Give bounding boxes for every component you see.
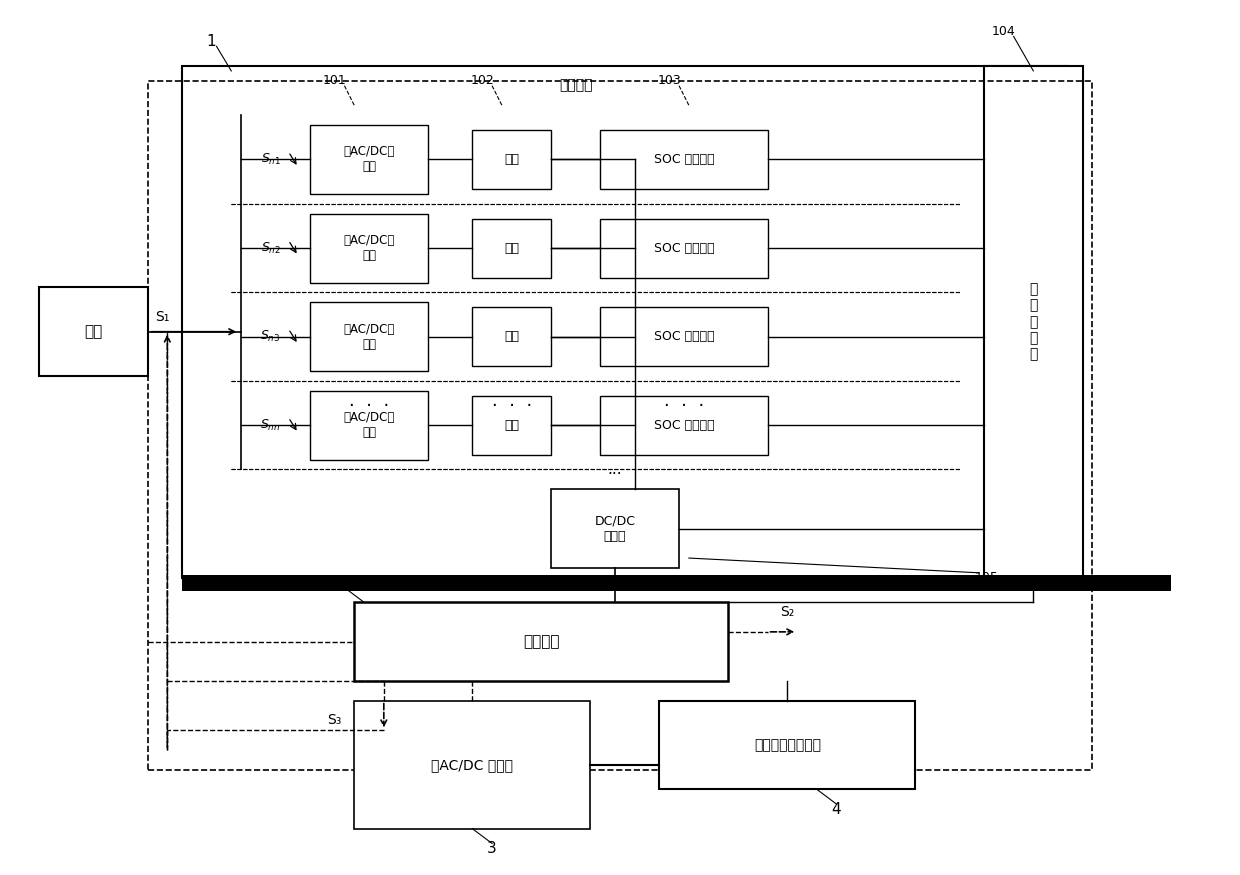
Bar — [40, 287, 148, 376]
Text: 105: 105 — [975, 571, 998, 584]
Bar — [310, 125, 428, 194]
Text: $S_{n1}$: $S_{n1}$ — [260, 152, 280, 167]
Text: 电池: 电池 — [505, 153, 520, 166]
Text: 103: 103 — [657, 74, 681, 88]
Text: 主控制器: 主控制器 — [523, 634, 559, 649]
Text: S₂: S₂ — [780, 606, 795, 620]
Text: 2: 2 — [330, 575, 340, 590]
Bar — [985, 66, 1083, 578]
Text: DC/DC
变换器: DC/DC 变换器 — [594, 514, 636, 542]
Bar — [148, 80, 1092, 770]
Text: S₃: S₃ — [327, 713, 342, 727]
Bar — [600, 396, 768, 455]
Text: SOC 检测单元: SOC 检测单元 — [653, 330, 714, 343]
Bar — [551, 489, 680, 568]
Bar — [182, 575, 1171, 591]
Bar — [472, 130, 551, 189]
Text: $S_{nn}$: $S_{nn}$ — [260, 417, 280, 433]
Bar — [472, 219, 551, 277]
Bar — [472, 396, 551, 455]
Bar — [600, 130, 768, 189]
Text: 101: 101 — [322, 74, 346, 88]
Text: 扩充结构: 扩充结构 — [559, 79, 593, 93]
Text: 1: 1 — [207, 34, 217, 49]
Text: 电池: 电池 — [505, 330, 520, 343]
Text: 从AC/DC变
换器: 从AC/DC变 换器 — [343, 411, 394, 439]
Bar — [310, 391, 428, 459]
Text: 104: 104 — [992, 25, 1016, 38]
Text: 电池: 电池 — [505, 242, 520, 255]
Bar — [310, 302, 428, 371]
Text: S₁: S₁ — [155, 310, 170, 324]
Text: $S_{n2}$: $S_{n2}$ — [260, 241, 280, 256]
Bar — [660, 701, 915, 789]
Text: 电网: 电网 — [84, 325, 103, 340]
Text: 4: 4 — [832, 802, 841, 816]
Text: SOC 检测单元: SOC 检测单元 — [653, 153, 714, 166]
Text: 电动汽车充电端口: 电动汽车充电端口 — [754, 738, 821, 752]
Text: SOC 检测单元: SOC 检测单元 — [653, 419, 714, 431]
Text: 3: 3 — [487, 841, 497, 856]
Text: ·  ·  ·: · · · — [491, 396, 532, 415]
Text: ·  ·  ·: · · · — [348, 396, 389, 415]
Text: ···: ··· — [608, 467, 622, 482]
Bar — [600, 219, 768, 277]
Bar — [472, 307, 551, 366]
Bar — [355, 701, 590, 829]
Text: 电池: 电池 — [505, 419, 520, 431]
Text: 从AC/DC变
换器: 从AC/DC变 换器 — [343, 234, 394, 262]
Bar — [310, 214, 428, 283]
Bar — [182, 66, 1068, 578]
Text: 从AC/DC变
换器: 从AC/DC变 换器 — [343, 145, 394, 173]
Text: 扩
充
控
制
器: 扩 充 控 制 器 — [1029, 283, 1038, 361]
Bar — [355, 602, 728, 681]
Text: $S_{n3}$: $S_{n3}$ — [260, 329, 280, 344]
Bar — [600, 307, 768, 366]
Text: ·  ·  ·: · · · — [663, 396, 704, 415]
Text: 主AC/DC 变换器: 主AC/DC 变换器 — [432, 758, 513, 772]
Text: 102: 102 — [470, 74, 494, 88]
Text: SOC 检测单元: SOC 检测单元 — [653, 242, 714, 255]
Text: 从AC/DC变
换器: 从AC/DC变 换器 — [343, 323, 394, 351]
